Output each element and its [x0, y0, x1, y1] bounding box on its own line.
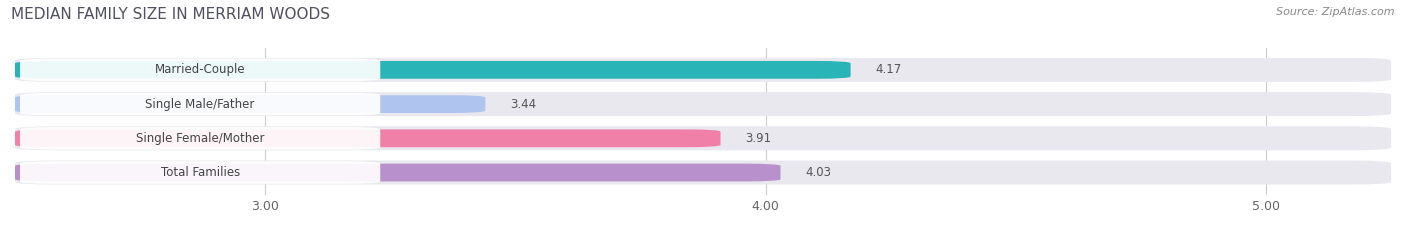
FancyBboxPatch shape: [20, 161, 380, 184]
FancyBboxPatch shape: [15, 92, 1391, 116]
Text: Single Male/Father: Single Male/Father: [145, 98, 254, 111]
Text: MEDIAN FAMILY SIZE IN MERRIAM WOODS: MEDIAN FAMILY SIZE IN MERRIAM WOODS: [11, 7, 330, 22]
FancyBboxPatch shape: [15, 129, 720, 147]
FancyBboxPatch shape: [15, 161, 1391, 185]
FancyBboxPatch shape: [20, 127, 380, 150]
Text: Single Female/Mother: Single Female/Mother: [136, 132, 264, 145]
Text: Source: ZipAtlas.com: Source: ZipAtlas.com: [1277, 7, 1395, 17]
Text: Married-Couple: Married-Couple: [155, 63, 246, 76]
FancyBboxPatch shape: [20, 93, 380, 115]
Text: 3.44: 3.44: [510, 98, 537, 111]
FancyBboxPatch shape: [20, 58, 380, 81]
Text: 4.17: 4.17: [876, 63, 901, 76]
Text: 4.03: 4.03: [806, 166, 831, 179]
Text: Total Families: Total Families: [160, 166, 240, 179]
FancyBboxPatch shape: [15, 95, 485, 113]
FancyBboxPatch shape: [15, 164, 780, 182]
FancyBboxPatch shape: [15, 61, 851, 79]
FancyBboxPatch shape: [15, 58, 1391, 82]
FancyBboxPatch shape: [15, 126, 1391, 150]
Text: 3.91: 3.91: [745, 132, 772, 145]
